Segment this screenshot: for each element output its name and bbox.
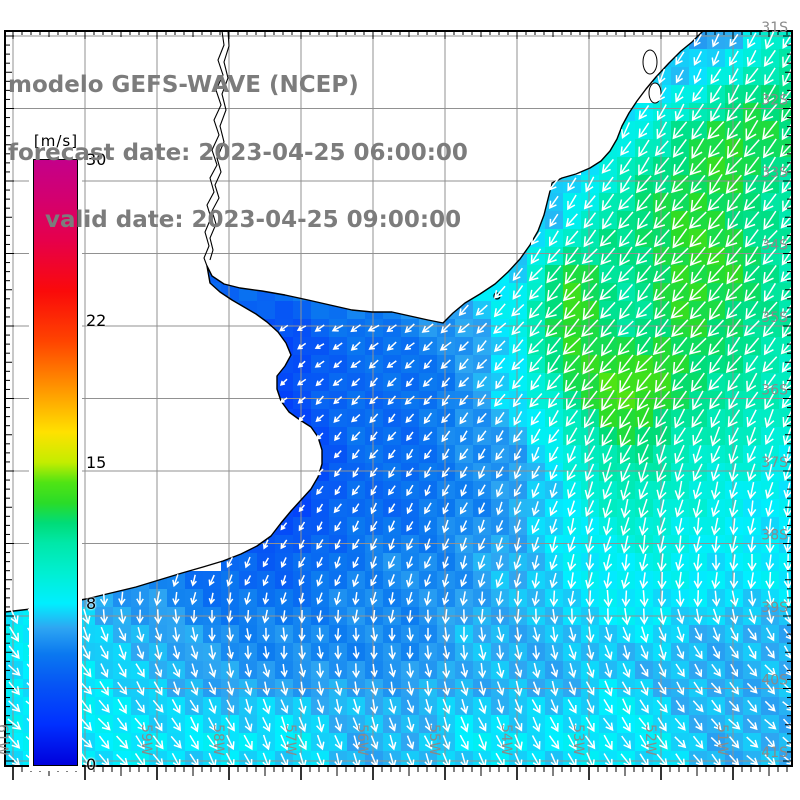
map-frame bbox=[4, 30, 793, 780]
map-titles: modelo GEFS-WAVE (NCEP) forecast date: 2… bbox=[8, 29, 468, 277]
lat-label-37S: 37S bbox=[761, 455, 788, 471]
lon-label-51W: 51W bbox=[714, 724, 730, 756]
colorbar-tick-22: 22 bbox=[86, 311, 107, 331]
lat-label-31S: 31S bbox=[761, 20, 788, 36]
lon-label-53W: 53W bbox=[570, 724, 586, 756]
lon-label-59W: 59W bbox=[138, 724, 154, 756]
lon-label-52W: 52W bbox=[642, 724, 658, 756]
lon-label-55W: 55W bbox=[426, 724, 442, 756]
lat-label-32S: 32S bbox=[761, 93, 788, 109]
colorbar-tick-0: 0 bbox=[86, 755, 97, 774]
lon-label-58W: 58W bbox=[210, 724, 226, 756]
colorbar-tick-30: 30 bbox=[86, 150, 107, 169]
lon-label-54W: 54W bbox=[498, 724, 514, 756]
lat-label-34S: 34S bbox=[761, 238, 788, 254]
colorbar-unit-label: [m/s] bbox=[33, 132, 79, 150]
lat-label-38S: 38S bbox=[761, 528, 788, 544]
lat-label-40S: 40S bbox=[761, 673, 788, 689]
lon-label-57W: 57W bbox=[282, 724, 298, 756]
land-area bbox=[5, 31, 703, 612]
lon-label-56W: 56W bbox=[354, 724, 370, 756]
model-title: modelo GEFS-WAVE (NCEP) bbox=[8, 72, 359, 98]
valid-date: valid date: 2023-04-25 09:00:00 bbox=[45, 207, 462, 233]
colorbar-gradient bbox=[33, 159, 78, 766]
axis-labels: 31S32S33S34S35S36S37S38S39S40S41S61W60W5… bbox=[0, 20, 788, 761]
lat-label-36S: 36S bbox=[761, 383, 788, 399]
lat-label-39S: 39S bbox=[761, 600, 788, 616]
coastline bbox=[4, 30, 704, 613]
lon-label-61W: 61W bbox=[0, 724, 10, 756]
colorbar-tick-8: 8 bbox=[86, 593, 97, 613]
lat-label-41S: 41S bbox=[761, 745, 788, 761]
wave-direction-arrows bbox=[7, 31, 796, 769]
lat-label-33S: 33S bbox=[761, 165, 788, 181]
lat-label-35S: 35S bbox=[761, 310, 788, 326]
colorbar-tick-15: 15 bbox=[86, 452, 107, 472]
forecast-date: forecast date: 2023-04-25 06:00:00 bbox=[8, 139, 468, 166]
